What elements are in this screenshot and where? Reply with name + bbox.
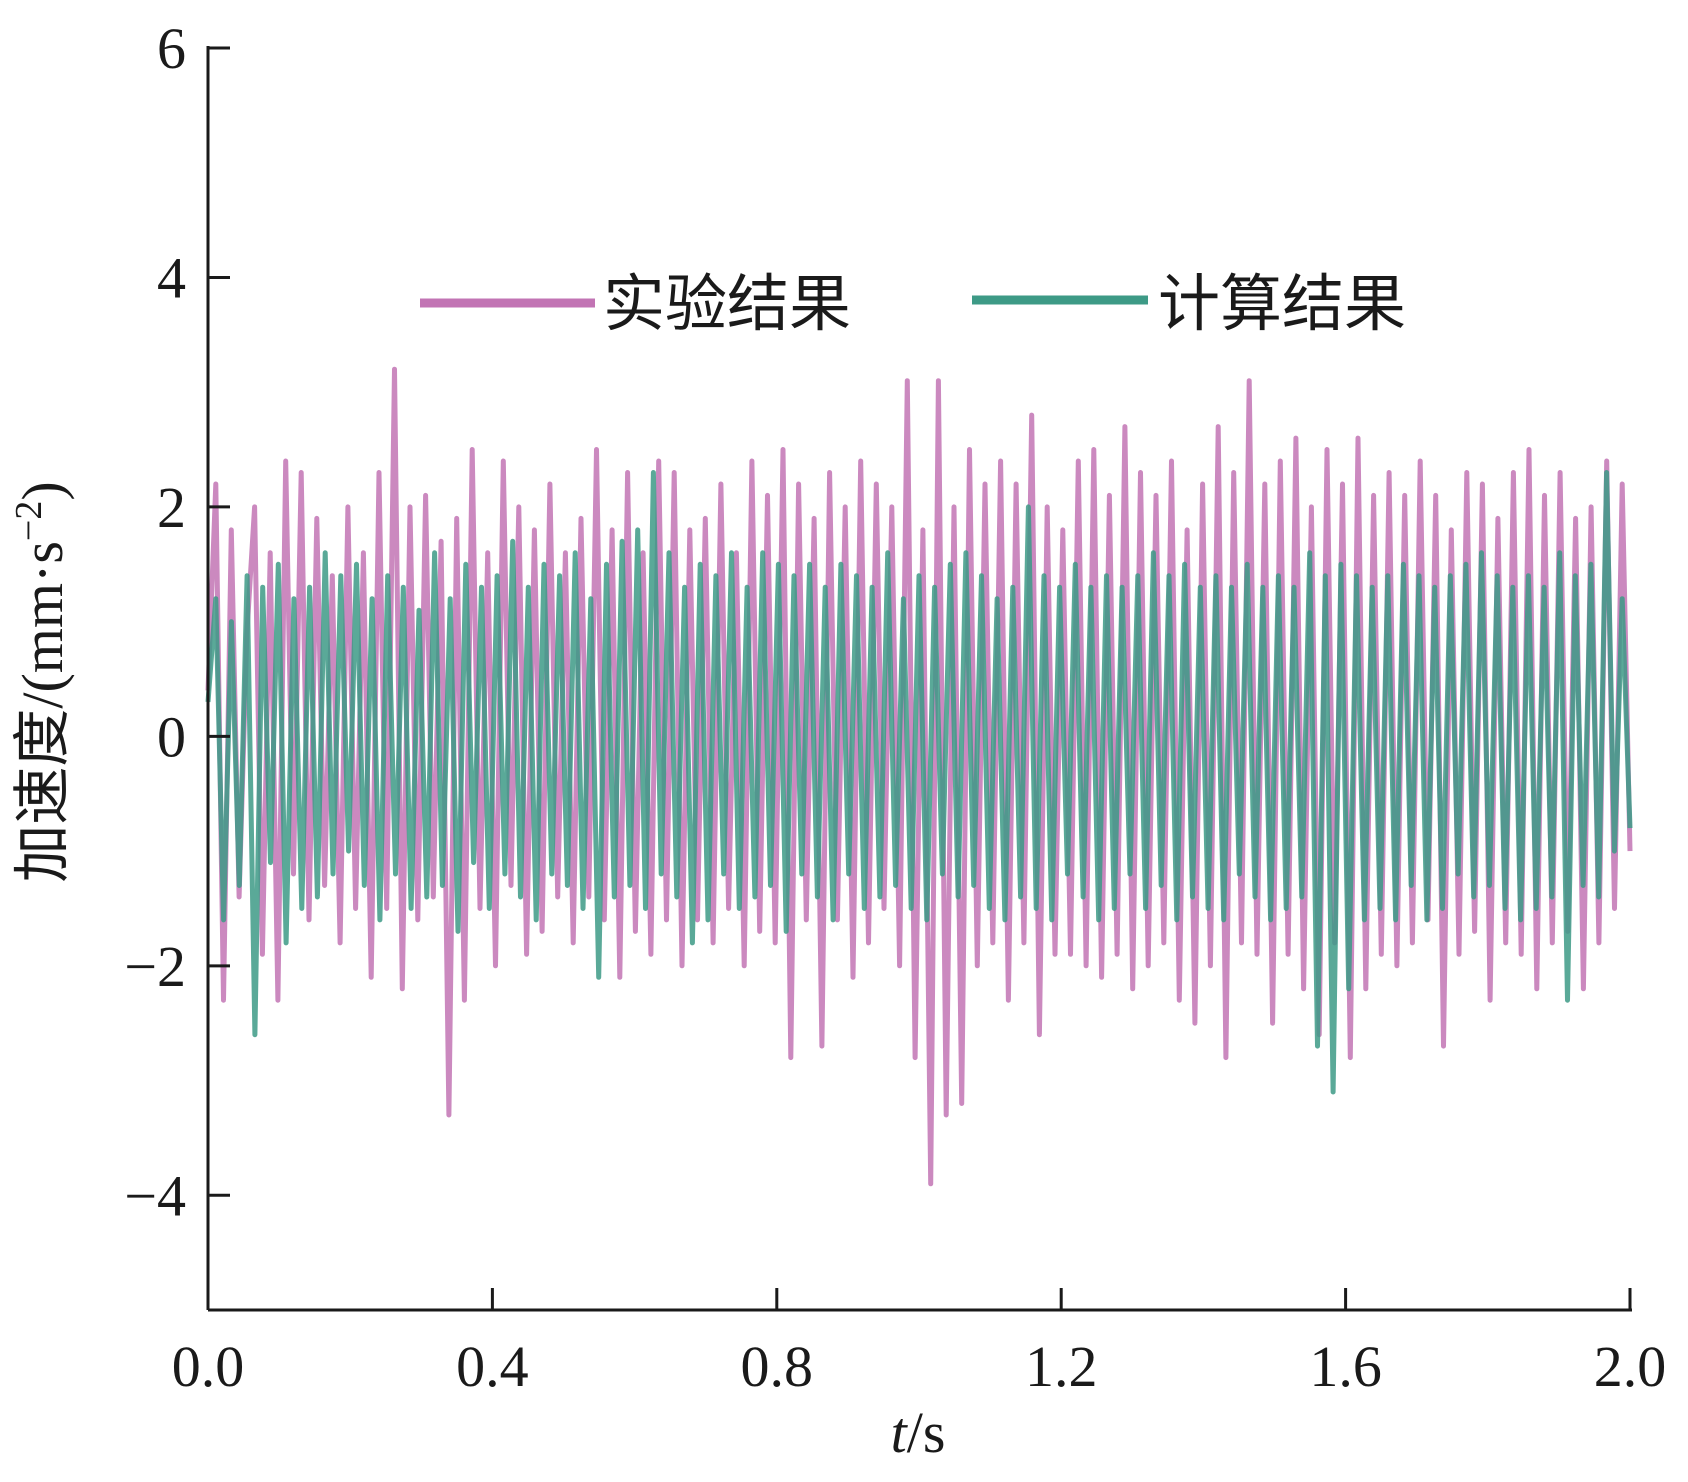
y-tick-label: 6 xyxy=(157,16,186,81)
x-tick-label: 1.6 xyxy=(1309,1334,1382,1399)
x-tick-label: 1.2 xyxy=(1025,1334,1098,1399)
legend-label-experiment: 实验结果 xyxy=(603,267,851,340)
axes-layer xyxy=(206,46,1632,1312)
y-axis-title-sup: −2 xyxy=(8,501,50,541)
series-layer xyxy=(205,366,1633,1187)
y-tick-label: −4 xyxy=(124,1163,186,1228)
x-axis-title: t/s xyxy=(891,1400,946,1465)
x-axis-title-unit: /s xyxy=(907,1400,946,1465)
x-tick-label: 2.0 xyxy=(1594,1334,1667,1399)
series-line-computed xyxy=(205,470,1633,1095)
x-axis-title-var: t xyxy=(891,1400,909,1465)
x-tick-label: 0.8 xyxy=(741,1334,814,1399)
x-tick-label: 0.4 xyxy=(456,1334,529,1399)
ticks-layer: −4 −2 0 2 4 6 0.0 0.4 0.8 1.2 1.6 2.0 xyxy=(124,16,1666,1399)
y-tick-label: 4 xyxy=(157,245,186,310)
y-tick-label: 2 xyxy=(157,475,186,540)
y-axis-title: 加速度/(mm·s−2) xyxy=(8,481,75,882)
y-tick-label: 0 xyxy=(157,704,186,769)
legend: 实验结果 计算结果 xyxy=(420,267,1406,340)
x-tick-label: 0.0 xyxy=(172,1334,245,1399)
y-axis-title-close: ) xyxy=(10,481,75,500)
y-tick-label: −2 xyxy=(124,934,186,999)
legend-label-computed: 计算结果 xyxy=(1158,267,1406,340)
y-axis-title-main: 加速度/(mm·s xyxy=(10,541,75,883)
